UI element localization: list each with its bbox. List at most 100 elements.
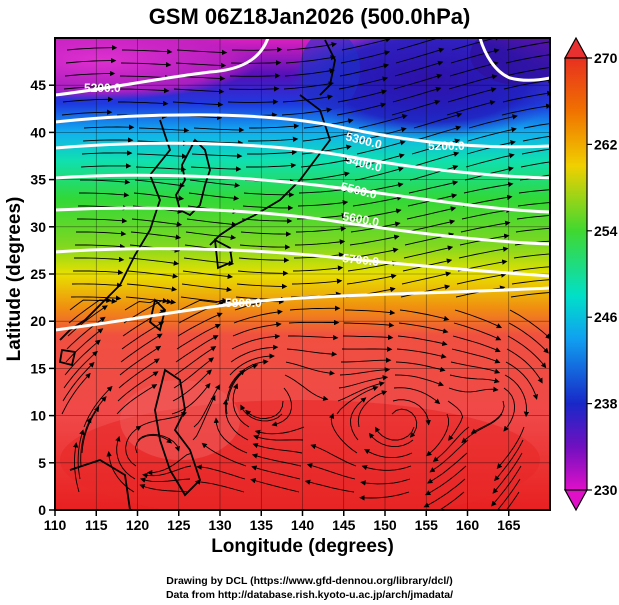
streamline [285,361,335,376]
colorbar: 270 262 254 246 238 230 [563,36,618,512]
streamline [391,99,441,116]
streamline [61,372,91,415]
contour-5200-a [55,38,270,97]
streamline [337,381,385,402]
streamline [234,299,285,311]
colorbar-label: 246 [594,309,618,325]
streamline [449,61,499,77]
streamline [183,257,235,267]
streamline [64,70,116,77]
streamline [128,257,180,266]
streamline [189,179,241,188]
streamline [230,344,279,363]
streamline [427,452,468,484]
streamline [118,100,169,107]
streamline [446,100,496,116]
streamline [75,243,126,250]
streamline [71,282,123,288]
streamline [80,417,92,467]
streamline [140,477,191,483]
streamline [453,322,502,341]
streamline [240,231,292,237]
streamline [302,131,353,142]
streamline [134,434,173,454]
streamline [213,417,248,454]
streamline [229,73,281,79]
streamline [470,400,505,434]
streamline [286,348,338,357]
x-tick-label: 145 [332,517,356,533]
streamline [336,102,387,116]
streamline [62,361,95,402]
streamline [117,371,159,402]
streamline [346,273,397,285]
streamline [294,239,346,246]
streamline [425,465,467,496]
streamline [118,87,170,94]
contour-5300 [55,113,550,149]
streamline [231,333,281,350]
streamline [361,464,412,471]
streamline [118,358,160,389]
streamline [125,425,142,467]
streamline [74,256,125,263]
philippines-coastline [154,368,202,497]
streamline [120,61,172,68]
y-tick-label: 0 [38,502,46,518]
streamline [238,257,290,263]
streamline [461,413,503,444]
x-tick-label: 160 [456,517,480,533]
streamline [281,107,333,116]
streamline [62,96,114,103]
streamline [231,46,283,53]
streamline [403,245,454,259]
streamline [357,390,388,428]
streamline [344,309,396,316]
streamline [329,413,358,454]
streamline [508,322,549,354]
streamline [240,404,283,422]
contour-label: 5700.0 [342,251,380,269]
streamline [177,312,223,337]
streamline [503,77,550,90]
streamline [193,384,221,428]
streamline [401,271,452,285]
streamline [517,202,550,207]
streamline [295,226,347,233]
streamline [119,74,171,81]
streamline [341,357,392,363]
x-tick-label: 125 [167,517,191,533]
streamline [494,439,524,482]
streamline [288,319,340,326]
streamline [115,435,136,480]
colorbar-label: 230 [594,482,618,498]
streamline [337,89,388,103]
contour-5400 [55,141,550,180]
streamline [175,335,219,363]
streamline [130,231,182,240]
streamline [465,153,515,168]
colorbar-label: 238 [594,396,618,412]
streamline [186,218,238,227]
streamline [397,335,448,347]
streamline [245,400,284,419]
streamline [413,112,463,129]
streamline [450,361,501,374]
streamline [249,123,300,129]
streamline [192,140,244,146]
streamline [359,491,410,501]
colorbar-label: 262 [594,136,618,152]
streamline [392,399,431,426]
streamline [512,266,550,272]
streamline [393,387,441,405]
streamline [520,161,550,168]
streamline [398,322,449,334]
streamline [301,144,352,155]
streamline [127,270,179,279]
streamline [360,478,411,486]
hainan-coastline [58,348,77,367]
streamline [236,283,288,290]
streamline [83,124,135,130]
streamline [136,153,188,159]
streamline [395,361,446,372]
